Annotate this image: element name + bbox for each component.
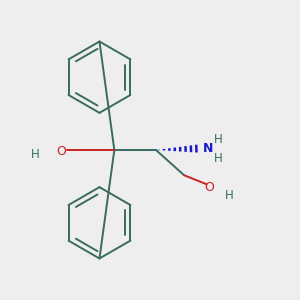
Text: O: O [56,145,66,158]
Text: H: H [31,148,40,161]
Text: H: H [214,152,223,165]
Text: O: O [205,181,214,194]
Text: H: H [224,189,233,202]
Text: H: H [214,133,223,146]
Text: N: N [202,142,213,155]
